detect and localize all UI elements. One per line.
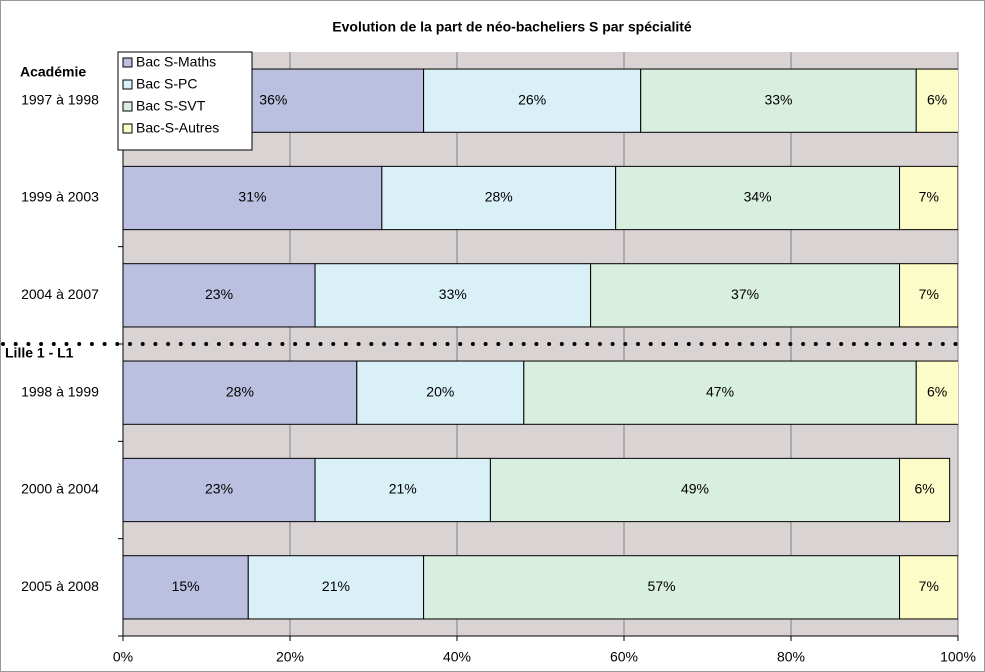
y-tick-label: 2004 à 2007: [21, 286, 99, 302]
data-label: 37%: [731, 286, 759, 302]
data-label: 23%: [205, 286, 233, 302]
bar-segment: [123, 555, 249, 620]
group-label: Lille 1 - L1: [5, 345, 74, 361]
bar-segment: [590, 263, 901, 328]
data-label: 6%: [927, 91, 947, 107]
legend-label: Bac S-Maths: [136, 54, 216, 70]
legend-swatch: [122, 57, 133, 68]
bar-segment: [899, 263, 958, 328]
data-label: 28%: [485, 189, 513, 205]
data-label: 31%: [238, 189, 266, 205]
bar-segment: [915, 68, 958, 133]
x-tick-label: 40%: [443, 649, 471, 665]
bar-segment: [314, 263, 592, 328]
bar-segment: [247, 555, 425, 620]
data-label: 6%: [927, 383, 947, 399]
plot-area: [123, 52, 958, 636]
legend-label: Bac S-PC: [136, 76, 197, 92]
data-label: 47%: [706, 383, 734, 399]
data-label: 23%: [205, 481, 233, 497]
data-label: 49%: [681, 481, 709, 497]
overlay: 0% 20% 40% 60% 80% 100% 36% 26% 33% 6% 1997 à 1998…: [1, 51, 976, 665]
bar-segment: [640, 68, 917, 133]
bar-segment: [615, 165, 901, 231]
bar-segment: [523, 360, 917, 425]
bar-segment: [314, 457, 491, 523]
bar-segment: [356, 360, 525, 425]
x-tick-label: 0%: [113, 649, 133, 665]
data-label: 21%: [322, 578, 350, 594]
data-label: 21%: [389, 481, 417, 497]
data-label: 36%: [259, 91, 287, 107]
legend-swatch: [122, 79, 133, 90]
bar-segment: [123, 263, 316, 328]
y-tick-label: 1998 à 1999: [21, 383, 99, 399]
x-tick-label: 60%: [610, 649, 638, 665]
bar-segment: [423, 68, 642, 133]
data-label: 33%: [439, 286, 467, 302]
bar-segment: [123, 457, 316, 523]
data-label: 33%: [764, 91, 792, 107]
data-label: 15%: [172, 578, 200, 594]
bar-segment: [123, 165, 383, 231]
x-tick-label: 80%: [777, 649, 805, 665]
data-label: 7%: [919, 286, 939, 302]
bar-segment: [899, 457, 951, 523]
legend-box: [117, 51, 253, 151]
chart-title: Evolution de la part de néo-bacheliers S…: [332, 19, 692, 35]
bar-segment: [489, 457, 901, 523]
data-label: 57%: [648, 578, 676, 594]
data-label: 26%: [518, 91, 546, 107]
bar-segment: [899, 165, 958, 231]
legend-swatch: [122, 123, 133, 134]
legend-swatch: [122, 101, 133, 112]
y-tick-label: 2000 à 2004: [21, 481, 99, 497]
data-label: 34%: [744, 189, 772, 205]
y-tick-label: 2005 à 2008: [21, 578, 99, 594]
legend-label: Bac-S-Autres: [136, 120, 219, 136]
bar-segment: [915, 360, 958, 425]
y-tick-label: 1999 à 2003: [21, 189, 99, 205]
x-tick-label: 100%: [940, 649, 976, 665]
data-label: 28%: [226, 383, 254, 399]
bar-segment: [123, 360, 358, 425]
data-label: 20%: [426, 383, 454, 399]
bar-segment: [381, 165, 617, 231]
bar-segment: [899, 555, 958, 620]
x-tick-label: 20%: [276, 649, 304, 665]
group-label: Académie: [20, 64, 86, 80]
data-label: 7%: [919, 189, 939, 205]
data-label: 6%: [914, 481, 934, 497]
y-tick-label: 1997 à 1998: [21, 91, 99, 107]
data-label: 7%: [919, 578, 939, 594]
legend-label: Bac S-SVT: [136, 98, 206, 114]
